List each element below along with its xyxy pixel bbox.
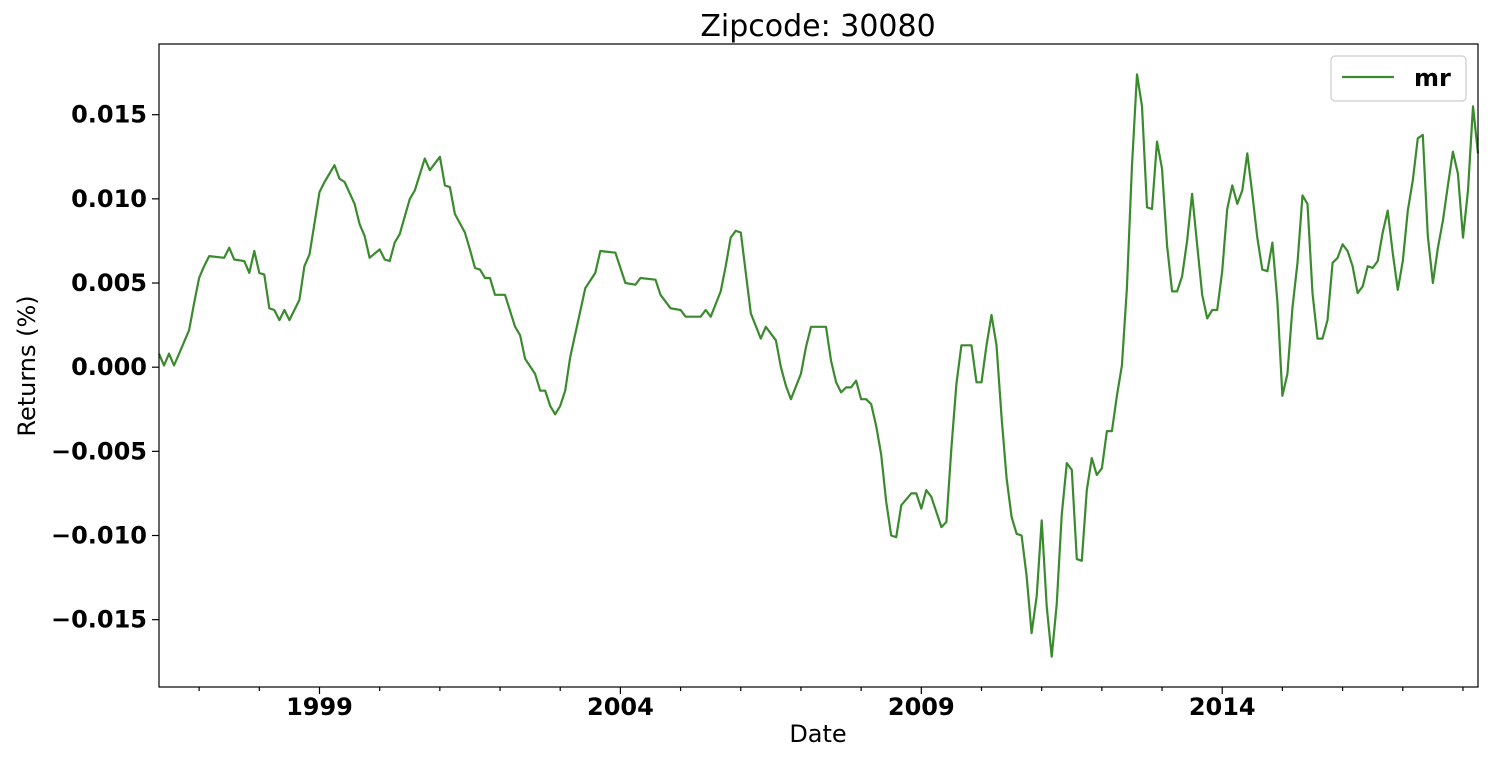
chart-title: Zipcode: 30080 [700, 9, 935, 44]
axis-ticks: 0.015 0.010 0.005 0.000 −0.005 −0.010 −0.015 19… [51, 101, 1464, 721]
plot-area-frame [158, 43, 1479, 688]
legend-label-mr: mr [1414, 64, 1451, 92]
x-tick-label: 2014 [1189, 693, 1256, 721]
legend: mr [1330, 55, 1467, 102]
series-line-mr [157, 73, 1480, 658]
y-tick-label: −0.015 [51, 606, 147, 634]
x-tick-label: 2004 [587, 693, 654, 721]
y-tick-label: 0.010 [71, 185, 147, 213]
y-tick-label: −0.010 [51, 522, 147, 550]
x-tick-label: 1999 [286, 693, 353, 721]
y-axis-label: Returns (%) [13, 295, 41, 436]
legend-box [1330, 55, 1467, 102]
x-tick-label: 2009 [888, 693, 955, 721]
y-tick-label: 0.005 [71, 269, 147, 297]
y-tick-label: −0.005 [51, 437, 147, 465]
y-tick-label: 0.015 [71, 101, 147, 129]
series-group [157, 73, 1480, 658]
y-tick-label: 0.000 [71, 353, 147, 381]
x-axis-label: Date [789, 720, 846, 748]
